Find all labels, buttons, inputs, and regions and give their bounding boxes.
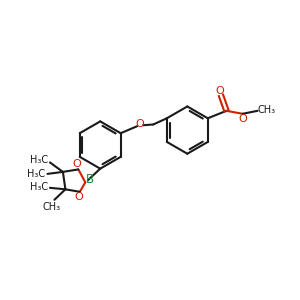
Text: CH₃: CH₃: [43, 202, 61, 212]
Text: H₃C: H₃C: [28, 169, 46, 179]
Text: O: O: [216, 86, 224, 96]
Text: B: B: [86, 173, 94, 186]
Text: CH₃: CH₃: [257, 105, 275, 115]
Text: O: O: [238, 114, 247, 124]
Text: O: O: [136, 119, 144, 129]
Text: O: O: [74, 192, 83, 202]
Text: H₃C: H₃C: [31, 155, 49, 165]
Text: H₃C: H₃C: [30, 182, 48, 192]
Text: O: O: [72, 159, 81, 169]
